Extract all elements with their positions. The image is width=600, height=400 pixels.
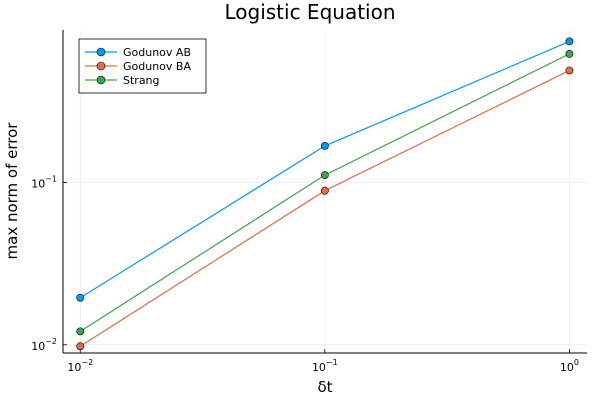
data-point-godunov-ba [76,342,85,351]
series-strang [76,49,574,336]
data-point-strang [565,49,574,58]
x-tick-exponent: 0 [574,358,579,367]
y-tick-exponent: −1 [45,174,57,183]
y-tick-base: 10 [31,177,45,190]
x-tick-label: 10−1 [312,358,338,374]
chart-title: Logistic Equation [224,0,395,24]
data-point-godunov-ba [565,66,574,75]
x-tick-exponent: −2 [81,358,93,367]
x-tick-label: 10−2 [67,358,93,374]
legend-marker-godunov-ab [96,47,106,57]
legend-label: Godunov AB [123,46,191,59]
x-tick-base: 10 [560,361,574,374]
x-tick-label: 100 [560,358,579,374]
x-tick-base: 10 [312,361,326,374]
data-point-godunov-ab [320,142,329,150]
y-tick-base: 10 [31,340,45,353]
y-tick-label: 10−2 [31,337,57,353]
x-axis-label: δt [317,378,332,396]
series-godunov-ab [76,37,574,302]
data-point-godunov-ba [320,186,329,195]
y-tick-label: 10−1 [31,174,57,190]
legend-marker-strang [96,75,106,85]
data-point-godunov-ab [565,37,574,46]
y-axis-label: max norm of error [3,122,21,260]
series-layer [76,37,574,351]
data-point-strang [320,171,329,180]
series-godunov-ba [76,66,574,351]
legend-marker-godunov-ba [96,61,106,71]
legend-label: Godunov BA [123,60,191,73]
data-point-godunov-ab [76,293,85,302]
x-tick-base: 10 [67,361,81,374]
x-tick-exponent: −1 [326,358,338,367]
y-tick-exponent: −2 [45,337,57,346]
legend-label: Strang [123,74,160,87]
data-point-strang [76,327,85,336]
